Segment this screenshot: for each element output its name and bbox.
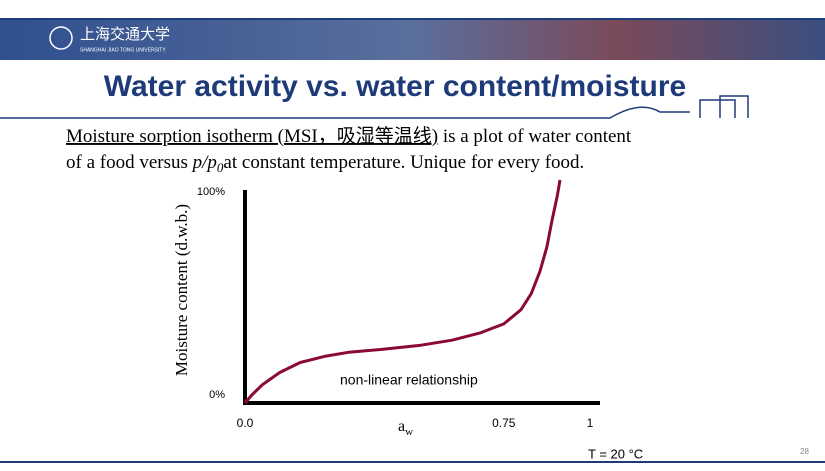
y-axis-label: Moisture content (d.w.b.) xyxy=(172,204,191,376)
paragraph-line: Moisture sorption isotherm (MSI，吸湿等温线) i… xyxy=(66,125,632,147)
chart: 0% 100% 0.0 0.75 1 Moisture content (d.w.b.) a… xyxy=(172,179,600,438)
ratio-sub: 0 xyxy=(217,160,224,175)
x-axis-label: aw xyxy=(398,418,413,438)
school-name-en: SHANGHAI JIAO TONG UNIVERSITY xyxy=(80,47,166,53)
logo xyxy=(49,26,73,50)
x-tick-label: 1 xyxy=(587,416,594,430)
annotation: non-linear relationship xyxy=(340,372,478,388)
header-rule xyxy=(0,18,825,20)
campus-icon xyxy=(609,95,749,119)
text: of a food versus xyxy=(66,152,193,173)
ratio: p/p xyxy=(191,152,217,173)
page-number: 28 xyxy=(800,447,809,456)
y-tick-label: 100% xyxy=(197,186,225,198)
paragraph-line: of a food versus p/p0at constant tempera… xyxy=(66,152,584,175)
y-tick-label: 0% xyxy=(209,389,225,401)
x-tick-label: 0.0 xyxy=(237,416,254,430)
text: is a plot of water content xyxy=(438,126,632,147)
school-name: 上海交通大学 xyxy=(80,25,170,43)
curve xyxy=(243,179,562,404)
x-label-base: a xyxy=(398,418,405,435)
x-label-sub: w xyxy=(405,426,413,438)
slide-title: Water activity vs. water content/moistur… xyxy=(104,70,686,103)
x-tick-label: 0.75 xyxy=(492,416,516,430)
footer-note: T = 20 °C xyxy=(588,446,643,461)
text: at constant temperature. Unique for ever… xyxy=(223,152,584,173)
header-banner xyxy=(0,18,825,60)
term: Moisture sorption isotherm (MSI，吸湿等温线) xyxy=(66,125,438,147)
